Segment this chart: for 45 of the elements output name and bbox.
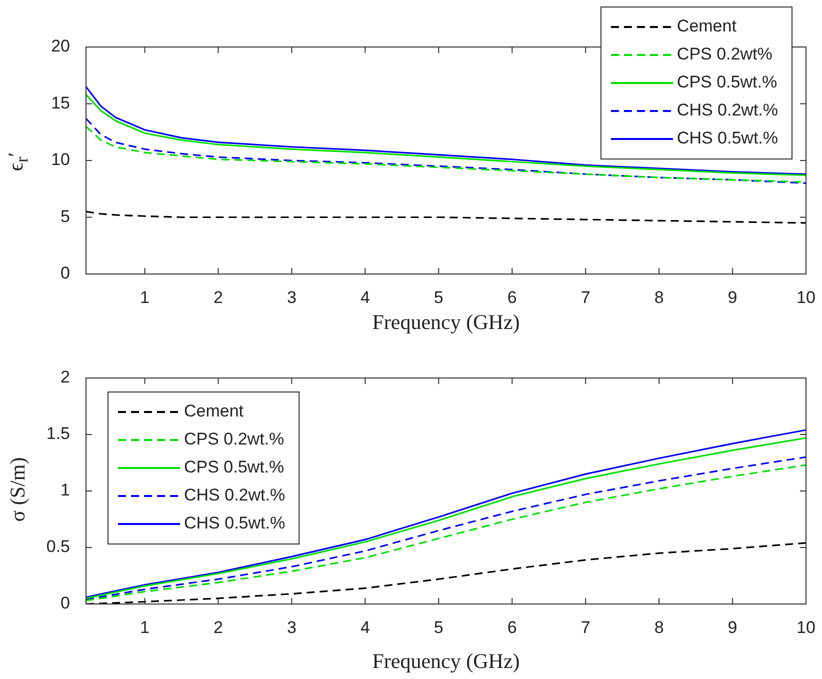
y-tick-label: 0 bbox=[60, 594, 70, 613]
y-tick-label: 0.5 bbox=[46, 537, 70, 556]
x-axis-title: Frequency (GHz) bbox=[372, 648, 520, 673]
y-tick-label: 2 bbox=[60, 368, 70, 387]
legend-label: CHS 0.2wt.% bbox=[184, 486, 286, 505]
x-tick-label: 8 bbox=[654, 618, 664, 637]
x-tick-label: 5 bbox=[434, 618, 444, 637]
y-tick-label: 0 bbox=[60, 264, 70, 283]
legend-label: CPS 0.2wt.% bbox=[184, 430, 284, 449]
x-tick-label: 8 bbox=[654, 288, 664, 307]
x-axis-title: Frequency (GHz) bbox=[372, 310, 520, 334]
y-tick-label: 20 bbox=[51, 36, 70, 56]
x-tick-label: 9 bbox=[728, 618, 738, 637]
y-tick-label: 1.5 bbox=[46, 424, 70, 444]
legend-label: CPS 0.5wt.% bbox=[184, 458, 284, 477]
legend-label: CHS 0.5wt.% bbox=[676, 128, 778, 148]
y-axis-title: σ (S/m) bbox=[6, 456, 30, 524]
y-tick-label: 15 bbox=[51, 93, 70, 112]
x-tick-label: 10 bbox=[796, 288, 816, 307]
x-tick-label: 4 bbox=[360, 618, 370, 637]
x-tick-label: 7 bbox=[580, 618, 590, 637]
x-tick-label: 2 bbox=[214, 618, 223, 637]
x-tick-label: 1 bbox=[140, 288, 150, 307]
x-tick-label: 9 bbox=[728, 288, 738, 307]
line-series bbox=[86, 542, 806, 604]
line-series bbox=[86, 210, 806, 224]
y-tick-label: 10 bbox=[51, 150, 70, 170]
x-tick-label: 3 bbox=[286, 618, 296, 637]
legend-label: CHS 0.2wt.% bbox=[676, 100, 778, 120]
x-tick-label: 7 bbox=[580, 288, 590, 307]
legend-label: CHS 0.5wt.% bbox=[184, 514, 286, 533]
x-tick-label: 10 bbox=[796, 618, 816, 637]
x-tick-label: 2 bbox=[214, 288, 223, 307]
y-tick-label: 1 bbox=[60, 480, 70, 500]
x-tick-label: 4 bbox=[360, 288, 370, 307]
legend-label: CPS 0.5wt.% bbox=[676, 72, 778, 92]
legend-label: Cement bbox=[676, 16, 737, 36]
y-tick-label: 5 bbox=[60, 206, 70, 226]
legend-label: Cement bbox=[184, 402, 244, 421]
x-tick-label: 5 bbox=[434, 288, 444, 307]
x-tick-label: 6 bbox=[507, 618, 517, 637]
x-tick-label: 6 bbox=[507, 288, 517, 307]
x-tick-label: 1 bbox=[140, 618, 150, 637]
x-tick-label: 3 bbox=[286, 288, 296, 307]
legend-label: CPS 0.2wt% bbox=[676, 44, 772, 64]
